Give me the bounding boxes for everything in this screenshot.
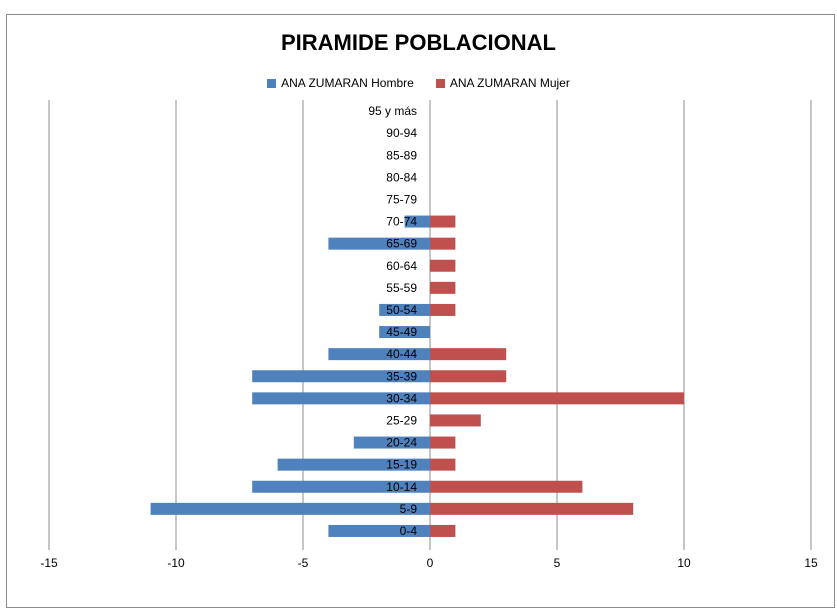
category-label: 10-14: [386, 480, 417, 494]
category-label: 0-4: [400, 524, 418, 538]
bar-mujer-11: [430, 281, 456, 294]
chart-title: PIRAMIDE POBLACIONAL: [281, 30, 556, 55]
legend-label-hombre: ANA ZUMARAN Hombre: [281, 76, 414, 90]
category-label: 35-39: [386, 369, 417, 383]
legend-swatch-hombre: [267, 78, 277, 88]
bar-hombre-4: [353, 436, 430, 449]
bar-hombre-7: [252, 370, 430, 383]
category-label: 15-19: [386, 458, 417, 472]
bar-mujer-3: [430, 458, 456, 471]
bar-hombre-14: [404, 215, 430, 228]
x-tick-label: 15: [804, 556, 818, 570]
category-label: 95 y más: [368, 104, 417, 118]
category-label: 85-89: [386, 148, 417, 162]
legend-label-mujer: ANA ZUMARAN Mujer: [449, 76, 570, 90]
category-label: 45-49: [386, 325, 417, 339]
x-tick-label: 5: [554, 556, 561, 570]
chart-legend: ANA ZUMARAN Hombre ANA ZUMARAN Mujer: [0, 76, 837, 90]
bar-hombre-9: [379, 326, 430, 339]
category-label: 20-24: [386, 436, 417, 450]
bar-hombre-3: [277, 458, 430, 471]
bar-hombre-13: [328, 237, 430, 250]
category-label: 25-29: [386, 413, 417, 427]
x-tick-label: 10: [677, 556, 691, 570]
bar-mujer-10: [430, 303, 456, 316]
category-label: 55-59: [386, 281, 417, 295]
category-label: 5-9: [400, 502, 418, 516]
x-tick-label: 0: [427, 556, 434, 570]
bar-mujer-12: [430, 259, 456, 272]
bar-mujer-6: [430, 392, 684, 405]
bar-hombre-10: [379, 303, 430, 316]
bar-hombre-1: [150, 502, 430, 515]
category-label: 30-34: [386, 391, 417, 405]
category-label: 65-69: [386, 237, 417, 251]
category-label: 40-44: [386, 347, 417, 361]
bar-mujer-0: [430, 524, 456, 537]
category-label: 90-94: [386, 126, 417, 140]
bar-mujer-2: [430, 480, 583, 493]
bar-hombre-0: [328, 524, 430, 537]
legend-item-hombre: ANA ZUMARAN Hombre: [267, 76, 414, 90]
category-label: 80-84: [386, 170, 417, 184]
x-tick-label: -15: [40, 556, 58, 570]
x-tick-label: -5: [298, 556, 309, 570]
category-label: 50-54: [386, 303, 417, 317]
bar-hombre-6: [252, 392, 430, 405]
category-label: 75-79: [386, 192, 417, 206]
bar-mujer-7: [430, 370, 507, 383]
bar-mujer-1: [430, 502, 634, 515]
x-tick-label: -10: [167, 556, 185, 570]
bar-hombre-2: [252, 480, 430, 493]
bar-mujer-8: [430, 348, 507, 361]
bar-mujer-14: [430, 215, 456, 228]
category-label: 70-74: [386, 215, 417, 229]
legend-swatch-mujer: [435, 78, 445, 88]
category-label: 60-64: [386, 259, 417, 273]
bar-mujer-5: [430, 414, 481, 427]
bar-mujer-4: [430, 436, 456, 449]
bar-mujer-13: [430, 237, 456, 250]
bar-hombre-8: [328, 348, 430, 361]
legend-item-mujer: ANA ZUMARAN Mujer: [435, 76, 570, 90]
